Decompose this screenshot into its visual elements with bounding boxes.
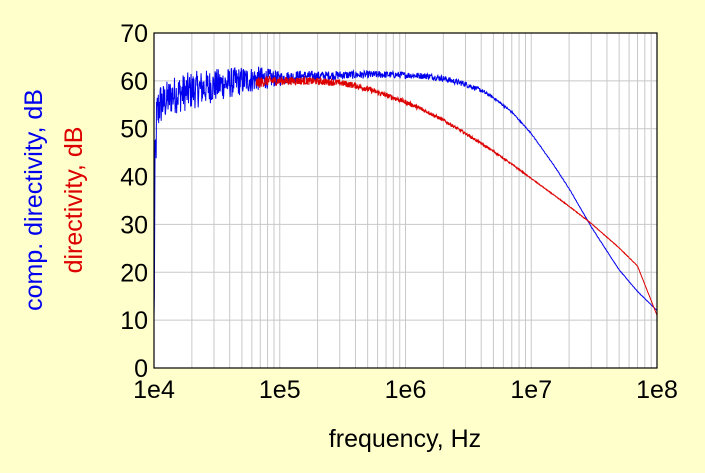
x-axis-title: frequency, Hz — [329, 425, 481, 453]
plot-frame — [153, 32, 658, 369]
y-tick-label: 30 — [120, 211, 148, 239]
x-tick-label: 1e7 — [510, 376, 552, 404]
y-tick-label: 50 — [120, 116, 148, 144]
x-tick-labels: 1e4 1e5 1e6 1e7 1e8 — [133, 376, 678, 404]
series-layer — [153, 66, 658, 317]
x-tick-label: 1e6 — [385, 376, 427, 404]
y-axis-title-directivity: directivity, dB — [60, 127, 88, 274]
x-tick-label: 1e4 — [133, 376, 175, 404]
y-tick-label: 20 — [120, 259, 148, 287]
y-axis-title-comp-directivity: comp. directivity, dB — [20, 89, 48, 311]
x-tick-label: 1e5 — [259, 376, 301, 404]
y-tick-label: 60 — [120, 68, 148, 96]
series-line-1 — [255, 75, 658, 316]
y-tick-label: 0 — [134, 355, 148, 383]
x-tick-label: 1e8 — [636, 376, 678, 404]
y-tick-label: 70 — [120, 20, 148, 48]
y-tick-labels: 0 10 20 30 40 50 60 70 — [120, 20, 148, 383]
y-tick-label: 10 — [120, 307, 148, 335]
series-line-0 — [153, 66, 658, 317]
y-tick-label: 40 — [120, 164, 148, 192]
